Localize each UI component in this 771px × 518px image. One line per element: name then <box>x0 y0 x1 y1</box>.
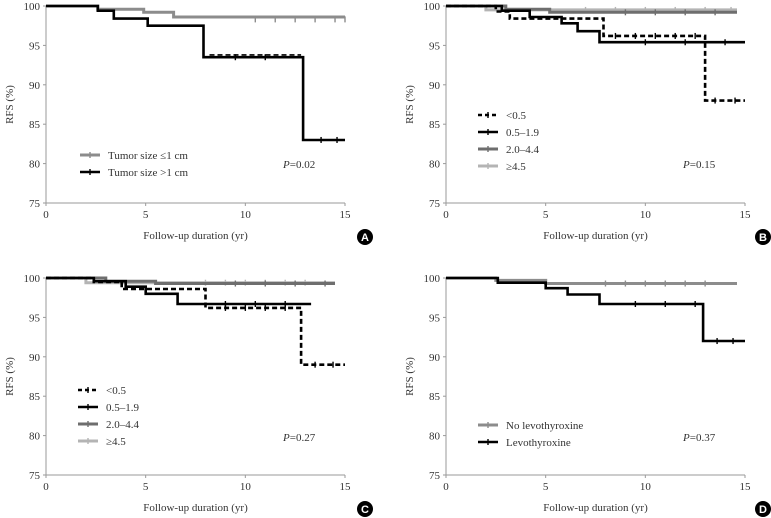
x-tick-label: 10 <box>240 209 252 221</box>
panel-badge-label: A <box>361 232 369 244</box>
x-tick-label: 0 <box>43 209 49 221</box>
p-value-label: P=0.27 <box>282 432 316 444</box>
x-tick-label: 5 <box>543 481 549 493</box>
legend-label: <0.5 <box>506 110 526 122</box>
series-line-1 <box>46 276 312 306</box>
y-tick-label: 85 <box>29 119 41 131</box>
x-tick-label: 15 <box>740 481 752 493</box>
y-tick-label: 80 <box>429 431 441 443</box>
series-line-1 <box>46 4 345 142</box>
series-line-0 <box>446 4 745 102</box>
y-tick-label: 75 <box>429 470 441 482</box>
y-tick-label: 95 <box>429 312 441 324</box>
y-tick-label: 80 <box>429 159 441 171</box>
y-tick-label: 80 <box>29 159 41 171</box>
x-tick-label: 5 <box>143 481 149 493</box>
y-tick-label: 95 <box>429 40 441 52</box>
y-tick-label: 90 <box>29 80 41 92</box>
legend-label: <0.5 <box>106 385 126 397</box>
y-axis-label: RFS (%) <box>4 85 16 124</box>
legend-label: 0.5–1.9 <box>506 127 540 139</box>
legend-label: Levothyroxine <box>506 437 571 449</box>
chart-panel-c: 75 80 85 90 95 100 0 5 10 15 Follow-up duration (y… <box>4 273 373 517</box>
x-tick-label: 0 <box>443 209 449 221</box>
series-line-2 <box>46 276 335 285</box>
legend-label: ≥4.5 <box>106 436 126 448</box>
panel-badge-label: B <box>759 232 767 244</box>
y-tick-label: 75 <box>29 198 41 210</box>
legend-label: Tumor size >1 cm <box>108 167 188 179</box>
x-tick-label: 15 <box>340 209 352 221</box>
y-tick-label: 75 <box>429 198 441 210</box>
legend-label: 2.0–4.4 <box>106 419 140 431</box>
x-axis-label: Follow-up duration (yr) <box>143 502 248 514</box>
legend-label: ≥4.5 <box>506 161 526 173</box>
y-tick-label: 90 <box>429 80 441 92</box>
y-tick-label: 85 <box>429 391 441 403</box>
y-axis-label: RFS (%) <box>404 85 416 124</box>
series-line-0 <box>46 276 345 367</box>
y-tick-label: 75 <box>29 470 41 482</box>
legend-label: 0.5–1.9 <box>106 402 140 414</box>
legend-label: Tumor size ≤1 cm <box>108 150 188 162</box>
y-axis-label: RFS (%) <box>404 357 416 396</box>
chart-panel-d: 75 80 85 90 95 100 0 5 10 15 Follow-up duration (y… <box>404 273 771 517</box>
x-axis-label: Follow-up duration (yr) <box>543 502 648 514</box>
panel-badge-label: C <box>361 504 369 516</box>
y-tick-label: 90 <box>29 352 41 364</box>
p-value-label: P=0.02 <box>282 159 315 171</box>
p-value-label: P=0.15 <box>682 159 716 171</box>
y-tick-label: 95 <box>29 312 41 324</box>
y-tick-label: 85 <box>429 119 441 131</box>
y-tick-label: 80 <box>29 431 41 443</box>
panel-badge <box>357 229 373 245</box>
panel-badge-label: D <box>759 504 767 516</box>
p-value-label: P=0.37 <box>682 432 716 444</box>
panel-badge <box>357 501 373 517</box>
x-tick-label: 15 <box>340 481 352 493</box>
x-axis-label: Follow-up duration (yr) <box>543 230 648 242</box>
y-tick-label: 85 <box>29 391 41 403</box>
x-tick-label: 10 <box>640 481 652 493</box>
series-line-1 <box>446 276 745 343</box>
x-tick-label: 10 <box>240 481 252 493</box>
x-tick-label: 15 <box>740 209 752 221</box>
series-line-1 <box>446 4 745 44</box>
y-tick-label: 100 <box>424 1 441 13</box>
x-tick-label: 0 <box>443 481 449 493</box>
y-tick-label: 90 <box>429 352 441 364</box>
panel-badge <box>755 501 771 517</box>
y-tick-label: 100 <box>24 1 41 13</box>
legend-label: No levothyroxine <box>506 420 583 432</box>
x-tick-label: 5 <box>543 209 549 221</box>
x-tick-label: 10 <box>640 209 652 221</box>
y-axis-label: RFS (%) <box>4 357 16 396</box>
x-axis-label: Follow-up duration (yr) <box>143 230 248 242</box>
panel-badge <box>755 229 771 245</box>
series-line-0 <box>46 4 345 19</box>
y-tick-label: 100 <box>24 273 41 285</box>
chart-panel-a: 75 80 85 90 95 100 0 5 10 15 Follow-up duration (y… <box>4 1 373 245</box>
y-tick-label: 100 <box>424 273 441 285</box>
chart-panel-b: 75 80 85 90 95 100 0 5 10 15 Follow-up duration (y… <box>404 1 771 245</box>
y-tick-label: 95 <box>29 40 41 52</box>
legend-label: 2.0–4.4 <box>506 144 540 156</box>
x-tick-label: 0 <box>43 481 49 493</box>
x-tick-label: 5 <box>143 209 149 221</box>
